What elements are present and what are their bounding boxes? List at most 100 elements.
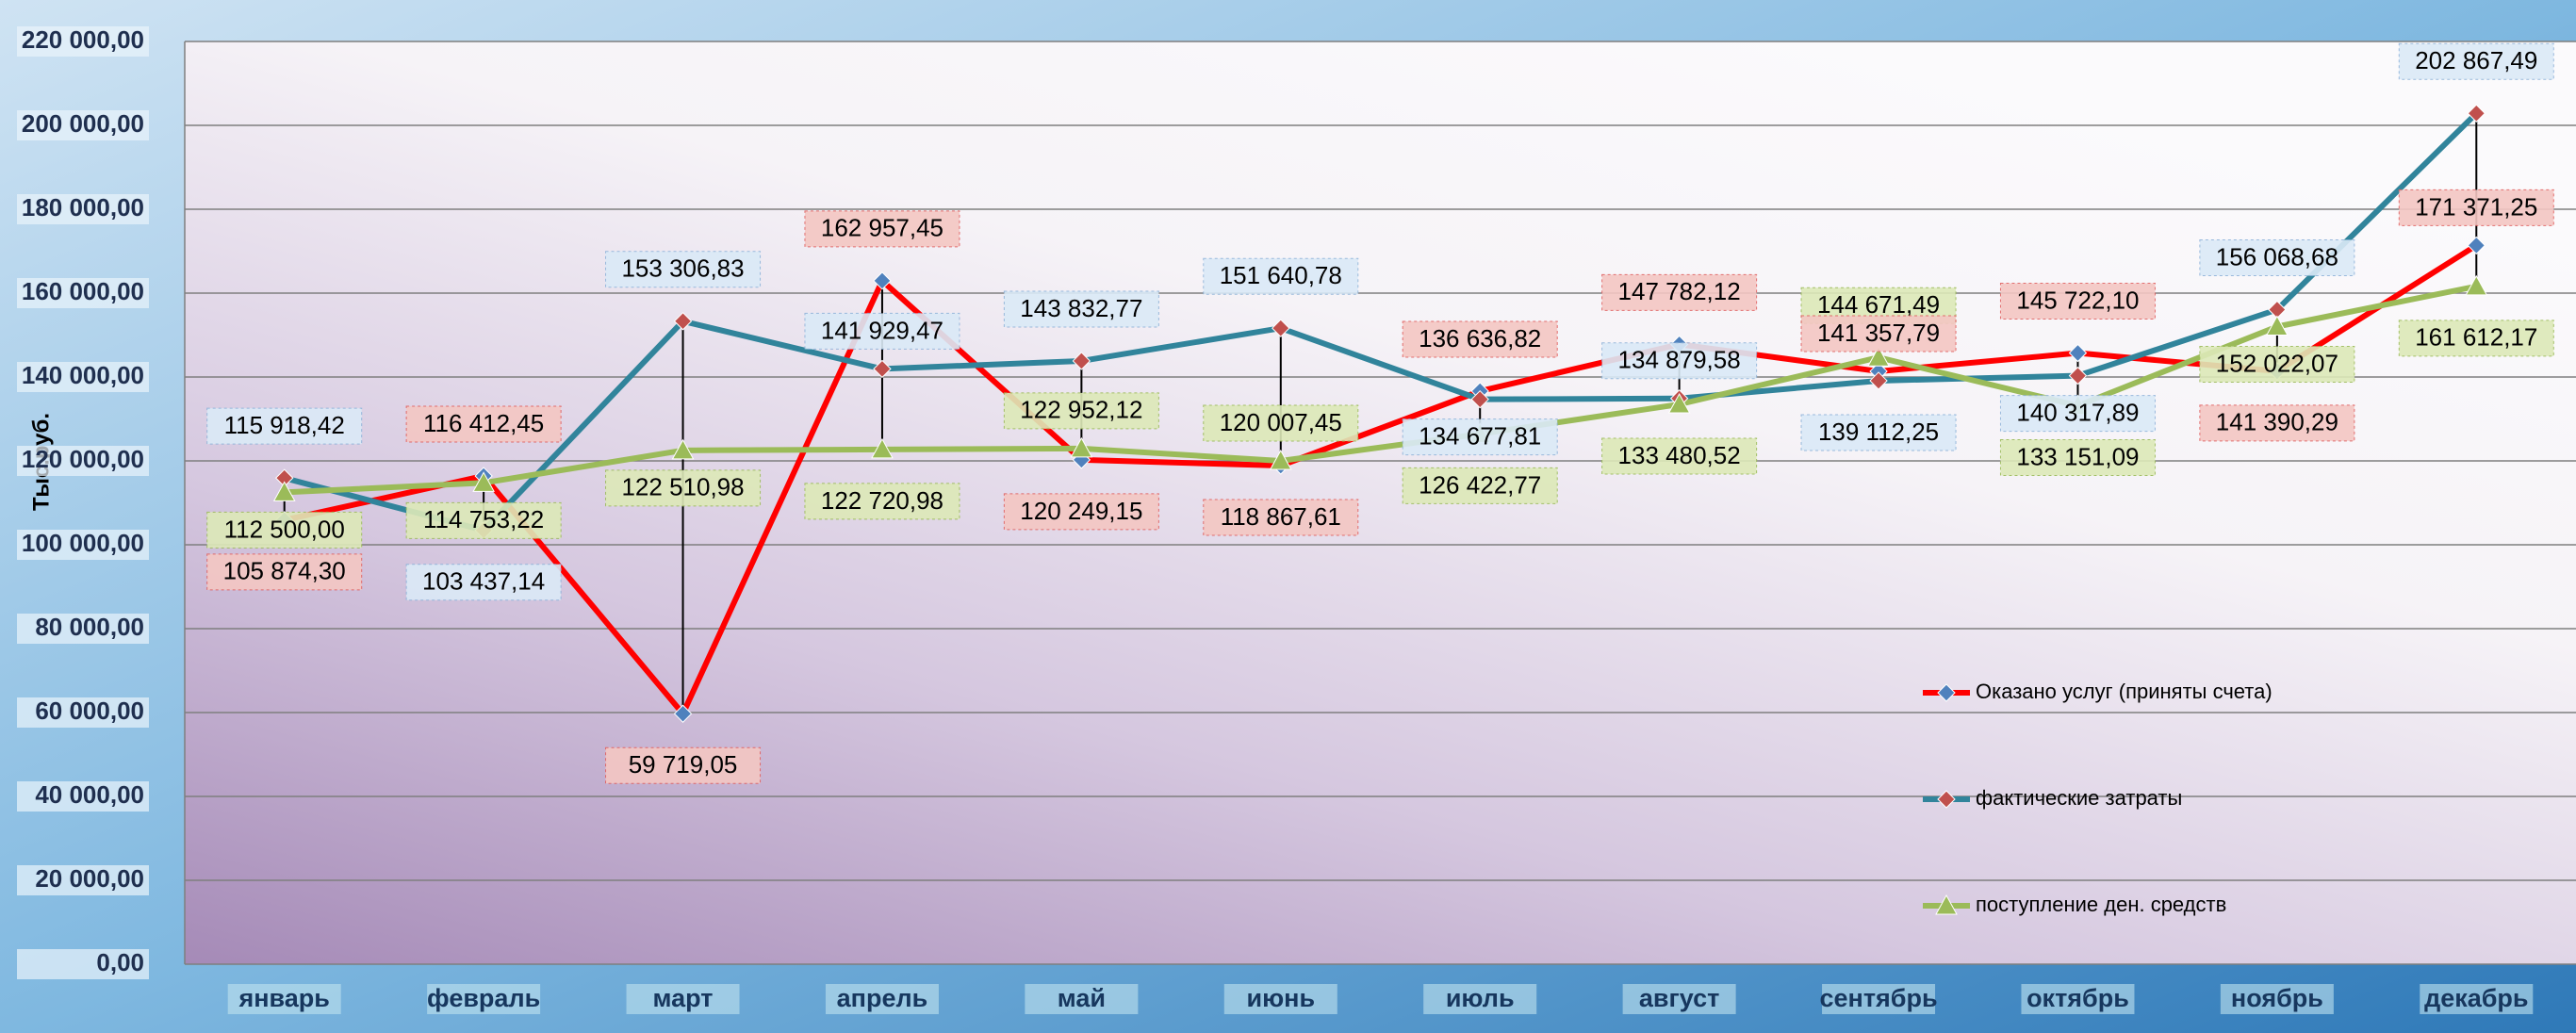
value-label-bg [804,210,960,248]
x-tick-label-bg [1622,984,1736,1014]
tick-label-bg [17,949,149,979]
value-label: 122 510,98 [621,473,744,501]
value-label: 139 112,25 [1818,418,1939,446]
x-tick-label-bg [1025,984,1139,1014]
point [673,312,693,331]
value-label-bg [1402,467,1558,504]
y-tick-label: 220 000,00 [22,25,144,54]
value-label-bg [405,564,562,601]
x-tick-label: март [653,984,714,1012]
value-label-bg [2398,42,2554,80]
x-tick-label-bg [2420,984,2534,1014]
point [1869,371,1888,390]
value-label-bg [1003,493,1159,531]
y-tick-label: 140 000,00 [22,361,144,389]
value-label-bg [2199,404,2355,442]
x-tick-label: июль [1446,984,1515,1012]
legend-marker [1937,790,1956,809]
value-label-bg [1800,414,1957,451]
value-label: 156 068,68 [2216,242,2338,271]
value-label: 141 929,47 [821,316,943,344]
value-label: 116 412,45 [423,409,544,437]
value-label: 141 390,29 [2216,408,2338,436]
value-label-bg [1203,404,1359,442]
tick-label-bg [17,194,149,224]
point [673,704,693,723]
value-label: 162 957,45 [821,214,943,242]
value-label: 122 720,98 [821,486,943,515]
value-label-bg [1800,315,1957,353]
value-label: 141 357,79 [1817,319,1940,347]
y-tick-label: 40 000,00 [35,780,144,809]
point [2467,236,2486,255]
x-tick-label-bg [227,984,341,1014]
value-label: 151 640,78 [1220,261,1342,289]
tick-label-bg [17,614,149,644]
value-label: 134 879,58 [1618,346,1741,374]
series-line [284,283,2477,496]
point [1269,449,1292,470]
legend-marker [1935,894,1958,915]
y-tick-label: 20 000,00 [35,864,144,893]
value-label-bg [1601,437,1758,475]
point [871,437,894,459]
y-tick-label: 120 000,00 [22,445,144,473]
point [1272,319,1290,337]
value-label: 143 832,77 [1020,294,1142,322]
point [2465,274,2488,296]
value-label: 59 719,05 [629,750,738,779]
value-label-bg [405,501,562,539]
tick-label-bg [17,865,149,895]
x-tick-label-bg [626,984,740,1014]
value-label-bg [2199,238,2355,276]
point [1072,352,1091,370]
x-tick-label-bg [825,984,939,1014]
x-tick-label: январь [238,984,329,1012]
point [2068,366,2088,385]
x-tick-label-bg [1223,984,1337,1014]
value-label: 105 874,30 [223,557,346,585]
plot-area [185,41,2576,964]
value-label: 171 371,25 [2415,192,2537,221]
point [472,471,495,492]
value-label: 120 007,45 [1220,408,1342,436]
y-tick-label: 200 000,00 [22,109,144,138]
value-label-bg [605,746,762,784]
y-tick-label: 160 000,00 [22,277,144,305]
value-label: 126 422,77 [1419,470,1541,499]
point [873,271,892,290]
value-label: 120 249,15 [1020,497,1142,525]
value-label: 118 867,61 [1221,502,1341,531]
value-label: 122 952,12 [1020,396,1142,424]
x-tick-label: август [1639,984,1719,1012]
value-label-bg [405,405,562,443]
value-label-bg [1003,392,1159,430]
value-label: 144 671,49 [1817,290,1940,319]
value-label-bg [1999,438,2156,476]
x-tick-label: апрель [837,984,928,1012]
value-label-bg [1601,273,1758,311]
x-tick-label: сентябрь [1819,984,1937,1012]
value-label: 114 753,22 [423,505,544,533]
value-label: 133 151,09 [2016,442,2139,470]
x-tick-label: декабрь [2424,984,2528,1012]
value-label-bg [804,483,960,520]
y-tick-label: 180 000,00 [22,193,144,221]
value-label-bg [605,251,762,288]
tick-label-bg [17,362,149,392]
x-tick-label: июнь [1247,984,1316,1012]
point [1667,392,1691,414]
value-label: 115 918,42 [224,411,345,439]
y-tick-label: 100 000,00 [22,529,144,557]
x-tick-label-bg [1822,984,1936,1014]
value-label: 202 867,49 [2415,46,2537,74]
tick-label-bg [17,110,149,140]
x-tick-label-bg [2021,984,2135,1014]
x-tick-label: октябрь [2026,984,2129,1012]
point [2266,315,2289,336]
point [272,481,296,501]
point [1070,436,1093,458]
value-label-bg [2199,346,2355,384]
tick-label-bg [17,26,149,57]
